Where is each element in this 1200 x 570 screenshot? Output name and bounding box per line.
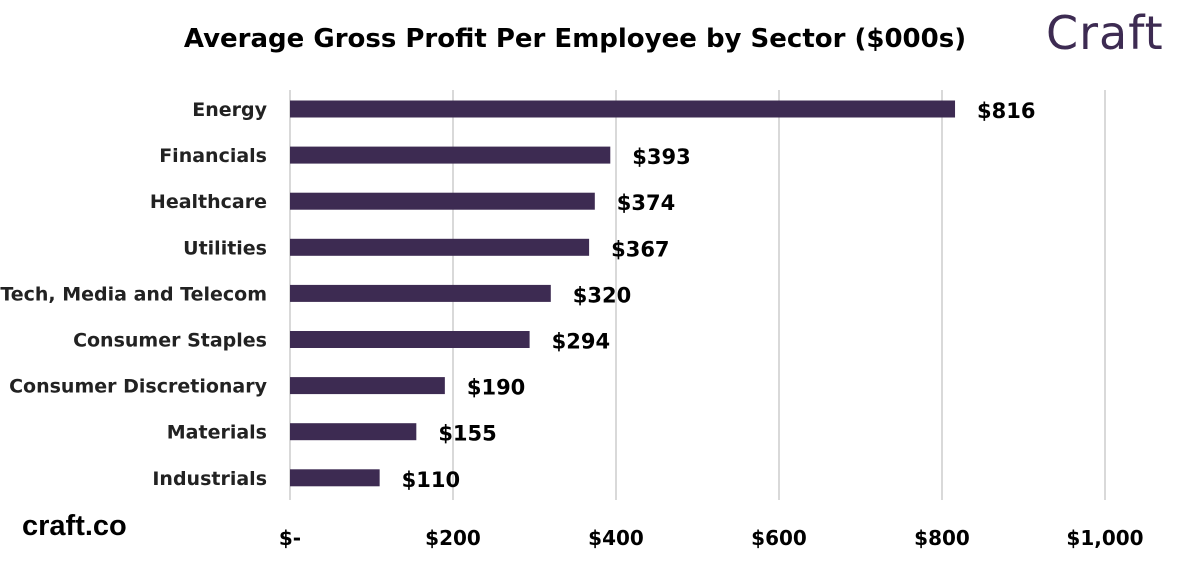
- data-label: $190: [467, 376, 525, 400]
- bar: [290, 423, 417, 441]
- bar: [290, 331, 530, 348]
- data-label: $367: [611, 237, 669, 261]
- x-tick-label: $200: [425, 526, 481, 550]
- bar: [290, 192, 595, 210]
- data-label: $294: [552, 330, 610, 354]
- category-label: Healthcare: [150, 191, 267, 213]
- data-label: $816: [977, 99, 1035, 123]
- data-label: $155: [438, 422, 496, 446]
- bar: [290, 238, 590, 256]
- bar: [290, 100, 956, 118]
- category-label: Industrials: [152, 468, 267, 490]
- chart-title: Average Gross Profit Per Employee by Sec…: [183, 24, 967, 54]
- bar: [290, 377, 445, 395]
- category-label: Financials: [159, 145, 267, 167]
- category-label: Energy: [192, 99, 267, 121]
- bar: [290, 284, 551, 302]
- category-label: Materials: [167, 422, 267, 444]
- category-label: Tech, Media and Telecom: [0, 283, 267, 305]
- x-tick-label: $600: [751, 526, 807, 550]
- data-label: $374: [617, 191, 675, 215]
- category-label: Consumer Staples: [73, 330, 267, 352]
- category-label: Consumer Discretionary: [9, 376, 268, 398]
- data-label: $110: [402, 468, 460, 492]
- data-label: $393: [632, 145, 690, 169]
- x-tick-label: $1,000: [1066, 526, 1143, 550]
- data-label: $320: [573, 283, 631, 307]
- category-label: Utilities: [183, 237, 267, 259]
- x-tick-label: $-: [279, 526, 301, 550]
- x-tick-label: $400: [588, 526, 644, 550]
- bar: [290, 469, 380, 487]
- x-tick-label: $800: [914, 526, 970, 550]
- craft-logo: Craft: [1046, 6, 1164, 60]
- bar: [290, 146, 611, 164]
- site-url: craft.co: [22, 510, 127, 542]
